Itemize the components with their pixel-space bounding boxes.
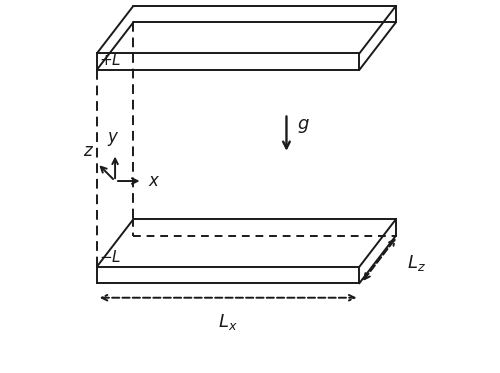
Text: $z$: $z$ — [82, 142, 94, 160]
Text: $g$: $g$ — [298, 117, 310, 135]
Text: $L_z$: $L_z$ — [407, 253, 426, 273]
Text: $y$: $y$ — [107, 130, 120, 148]
Text: $L_x$: $L_x$ — [218, 312, 238, 332]
Text: $+L$: $+L$ — [98, 52, 121, 68]
Text: $-L$: $-L$ — [98, 249, 121, 265]
Text: $x$: $x$ — [148, 172, 160, 190]
